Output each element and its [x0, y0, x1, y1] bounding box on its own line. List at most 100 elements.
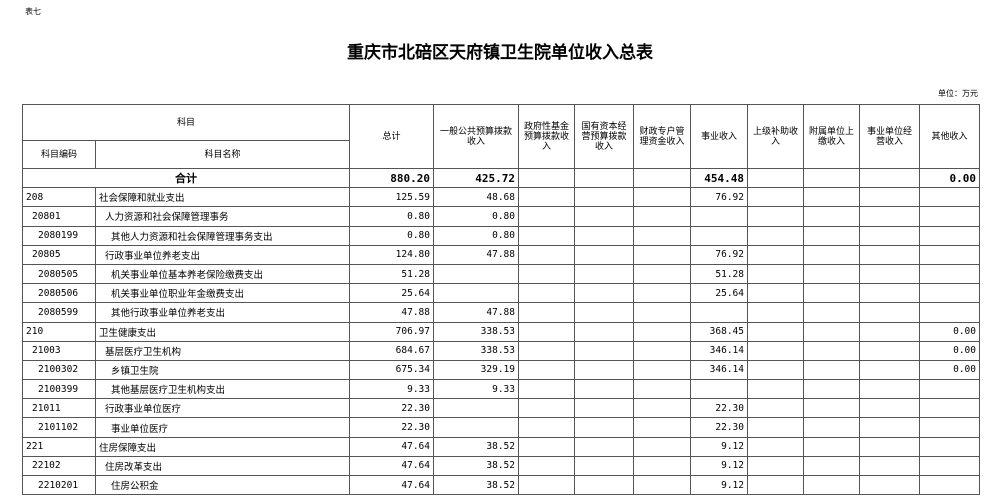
amount-cell: [919, 417, 980, 438]
amount-cell: [803, 244, 860, 265]
amount-cell: 22.30: [690, 417, 748, 438]
amount-cell: [518, 283, 575, 304]
amount-cell: [574, 187, 634, 208]
subject-name: 卫生健康支出: [95, 321, 350, 342]
subject-code: 210: [22, 321, 96, 342]
amount-cell: [574, 283, 634, 304]
table-row: 21003 基层医疗卫生机构 684.67 338.53 346.14 0.00: [22, 340, 980, 361]
amount-cell: [518, 263, 575, 285]
table-row: 20801 人力资源和社会保障管理事务 0.80 0.80: [22, 206, 980, 227]
amount-cell: [633, 436, 691, 457]
header-col: 事业单位经营收入: [859, 104, 920, 169]
amount-cell: [574, 225, 634, 246]
total-value: [747, 167, 804, 189]
amount-cell: 684.67: [349, 340, 434, 361]
amount-cell: [518, 225, 575, 246]
amount-cell: 675.34: [349, 359, 434, 381]
table-row: 2080506 机关事业单位职业年金缴费支出 25.64 25.64: [22, 283, 980, 304]
subject-code: 22102: [22, 455, 96, 477]
amount-cell: [859, 340, 920, 361]
total-value: [803, 167, 860, 189]
subject-name: 住房改革支出: [95, 455, 350, 477]
amount-cell: [747, 187, 804, 208]
subject-code: 208: [22, 187, 96, 208]
table-row: 21011 行政事业单位医疗 22.30 22.30: [22, 398, 980, 419]
total-value: 880.20: [349, 167, 434, 189]
amount-cell: [574, 302, 634, 323]
amount-cell: [919, 474, 980, 496]
amount-cell: [433, 398, 519, 419]
amount-cell: 0.00: [919, 321, 980, 342]
amount-cell: [633, 187, 691, 208]
amount-cell: 0.80: [349, 225, 434, 246]
amount-cell: [859, 302, 920, 323]
amount-cell: [747, 417, 804, 438]
subject-name: 机关事业单位基本养老保险缴费支出: [95, 263, 350, 285]
amount-cell: [518, 436, 575, 457]
amount-cell: [919, 206, 980, 227]
amount-cell: [690, 225, 748, 246]
total-value: [518, 167, 575, 189]
amount-cell: 38.52: [433, 474, 519, 496]
amount-cell: 329.19: [433, 359, 519, 381]
amount-cell: [747, 244, 804, 265]
amount-cell: [919, 436, 980, 457]
amount-cell: [690, 302, 748, 323]
subject-name: 社会保障和就业支出: [95, 187, 350, 208]
amount-cell: 346.14: [690, 340, 748, 361]
amount-cell: [747, 455, 804, 477]
table-number: 表七: [25, 7, 41, 16]
table-row: 208 社会保障和就业支出 125.59 48.68 76.92: [22, 187, 980, 208]
amount-cell: [433, 263, 519, 285]
unit-label: 单位：万元: [938, 89, 978, 98]
amount-cell: [859, 398, 920, 419]
amount-cell: [518, 455, 575, 477]
subject-name: 机关事业单位职业年金缴费支出: [95, 283, 350, 304]
amount-cell: [518, 474, 575, 496]
amount-cell: [919, 244, 980, 265]
amount-cell: [633, 225, 691, 246]
header-col: 事业收入: [690, 104, 748, 169]
amount-cell: [574, 340, 634, 361]
amount-cell: [803, 321, 860, 342]
total-value: 0.00: [919, 167, 980, 189]
amount-cell: [433, 417, 519, 438]
amount-cell: [747, 302, 804, 323]
amount-cell: [747, 340, 804, 361]
amount-cell: [919, 302, 980, 323]
amount-cell: [919, 379, 980, 400]
subject-code: 21003: [22, 340, 96, 361]
amount-cell: [574, 321, 634, 342]
amount-cell: 47.64: [349, 436, 434, 457]
subject-code: 2100399: [22, 379, 96, 400]
header-col: 其他收入: [919, 104, 980, 169]
amount-cell: [633, 340, 691, 361]
table-row: 210 卫生健康支出 706.97 338.53 368.45 0.00: [22, 321, 980, 342]
subject-name: 事业单位医疗: [95, 417, 350, 438]
header-col: 总计: [349, 104, 434, 169]
table-row: 2100399 其他基层医疗卫生机构支出 9.33 9.33: [22, 379, 980, 400]
amount-cell: 9.12: [690, 455, 748, 477]
amount-cell: [859, 474, 920, 496]
subject-code: 20805: [22, 244, 96, 265]
amount-cell: [518, 244, 575, 265]
amount-cell: 22.30: [690, 398, 748, 419]
subject-name: 其他行政事业单位养老支出: [95, 302, 350, 323]
header-name: 科目名称: [95, 140, 350, 169]
amount-cell: [574, 417, 634, 438]
subject-code: 2101102: [22, 417, 96, 438]
amount-cell: 338.53: [433, 340, 519, 361]
table-row: 22102 住房改革支出 47.64 38.52 9.12: [22, 455, 980, 477]
table-row: 2080505 机关事业单位基本养老保险缴费支出 51.28 51.28: [22, 263, 980, 285]
amount-cell: [633, 321, 691, 342]
amount-cell: [518, 417, 575, 438]
amount-cell: [574, 455, 634, 477]
amount-cell: [747, 379, 804, 400]
amount-cell: [747, 321, 804, 342]
amount-cell: [919, 398, 980, 419]
amount-cell: [747, 359, 804, 381]
amount-cell: 47.88: [433, 302, 519, 323]
amount-cell: [747, 283, 804, 304]
amount-cell: [919, 187, 980, 208]
amount-cell: [690, 379, 748, 400]
